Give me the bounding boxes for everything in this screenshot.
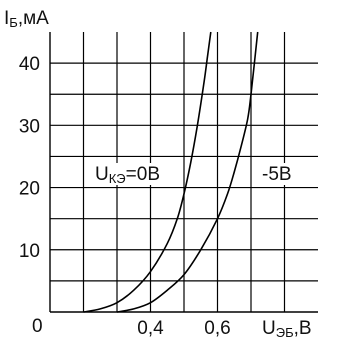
series-label-1-text: -5В [262,164,292,185]
y-tick-labels: 10 20 30 40 [19,54,40,262]
y-tick-label-3: 40 [19,54,40,75]
y-tick-label-0: 10 [19,241,40,262]
x-tick-labels: 0,4 0,6 [137,318,230,339]
origin-label: 0 [32,316,43,337]
x-tick-label-0: 0,4 [137,318,164,339]
plot-frame [49,32,318,313]
curves [83,31,259,313]
y-tick-label-1: 20 [19,179,40,200]
x-tick-label-1: 0,6 [204,318,230,339]
series-line-0 [83,31,212,313]
series-label-1: -5В [262,163,302,185]
series-label-0: UКЭ=0В [92,163,174,186]
series-line-1 [116,31,259,313]
series-label-1-bg [262,163,302,185]
series-label-0-text: UКЭ=0В [95,164,160,186]
x-axis-label: UЭБ,В [262,318,312,340]
y-tick-label-2: 30 [19,116,40,137]
series-label-0-bg [92,163,174,185]
y-axis-label: IБ,мА [4,8,49,30]
grid [50,32,318,312]
